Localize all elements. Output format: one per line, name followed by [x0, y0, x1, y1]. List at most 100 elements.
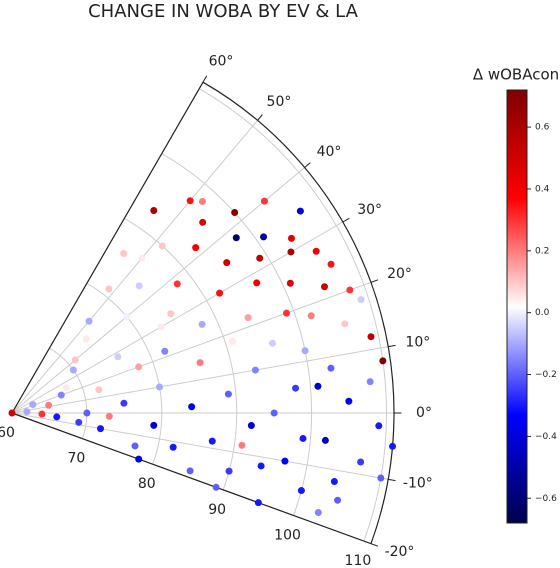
point: [389, 442, 397, 450]
grid-line: [11, 346, 389, 414]
point: [346, 286, 354, 294]
point: [158, 242, 166, 250]
point: [312, 247, 320, 255]
point: [198, 197, 206, 205]
point: [314, 382, 322, 390]
point: [292, 384, 300, 392]
point: [45, 401, 53, 409]
point: [366, 378, 374, 386]
point: [244, 314, 252, 322]
theta-tick-label: 20°: [387, 266, 412, 282]
theta-tick: [370, 543, 379, 547]
point: [260, 197, 268, 205]
theta-tick-label: -10°: [403, 476, 433, 492]
point: [188, 403, 196, 411]
point: [69, 366, 77, 374]
colorbar-tick-label: 0.4: [535, 184, 550, 194]
point: [357, 296, 365, 304]
colorbar-label: Δ wOBAcon: [473, 66, 559, 84]
r-tick-label: 70: [67, 451, 85, 467]
theta-tick-label: 40°: [317, 144, 342, 160]
point: [238, 441, 246, 449]
theta-tick: [388, 478, 396, 482]
point: [123, 313, 131, 321]
point: [286, 279, 294, 287]
colorbar: [506, 89, 528, 524]
point: [260, 233, 268, 241]
point: [268, 339, 276, 347]
point: [330, 478, 338, 486]
colorbar-tick-label: 0.6: [535, 123, 550, 133]
point: [321, 283, 329, 291]
point: [377, 474, 385, 482]
point: [345, 397, 353, 405]
point: [83, 409, 91, 417]
point: [287, 234, 295, 242]
theta-tick-label: 50°: [267, 94, 292, 110]
point: [229, 337, 237, 345]
point: [53, 413, 61, 421]
grid-line: [11, 221, 344, 414]
point: [186, 197, 194, 205]
point: [307, 312, 315, 320]
point: [198, 320, 206, 328]
point: [283, 309, 291, 317]
point: [135, 455, 143, 463]
theta-tick-label: -20°: [385, 544, 415, 560]
point: [327, 260, 335, 268]
r-tick-label: 100: [274, 527, 301, 543]
point: [95, 386, 103, 394]
point: [105, 412, 113, 420]
point: [131, 442, 139, 450]
point: [75, 418, 83, 426]
point: [150, 421, 158, 429]
point: [85, 317, 93, 325]
point: [334, 496, 342, 504]
point: [254, 499, 262, 507]
point: [186, 467, 194, 475]
point: [23, 408, 31, 416]
theta-tick: [202, 75, 208, 83]
point: [114, 353, 122, 361]
point: [287, 248, 295, 256]
point: [120, 399, 128, 407]
point: [224, 390, 232, 398]
theta-tick-label: 60°: [209, 53, 234, 69]
grid-line: [11, 167, 305, 414]
theta-tick-label: 0°: [416, 405, 432, 421]
point: [8, 409, 16, 417]
point: [321, 436, 329, 444]
point: [157, 323, 165, 331]
point: [327, 364, 335, 372]
point: [357, 458, 365, 466]
point: [196, 359, 204, 367]
point: [231, 209, 239, 217]
point: [167, 310, 175, 318]
point: [281, 457, 289, 465]
point: [225, 467, 233, 475]
point: [232, 234, 240, 242]
grid-line: [11, 412, 389, 480]
point: [375, 422, 383, 430]
point: [251, 366, 259, 374]
point: [135, 282, 143, 290]
point: [270, 409, 278, 417]
point: [82, 335, 90, 343]
point: [192, 244, 200, 252]
point: [299, 434, 307, 442]
point: [169, 443, 177, 451]
colorbar-tick-label: −0.2: [535, 370, 557, 380]
point: [156, 383, 164, 391]
r-tick-label: 80: [138, 476, 156, 492]
theta-tick: [388, 344, 396, 348]
point: [38, 410, 46, 418]
polar-frame: [11, 81, 395, 545]
point: [301, 347, 309, 355]
point: [257, 462, 265, 470]
point: [97, 425, 105, 433]
colorbar-tick-label: 0.0: [535, 308, 550, 318]
point: [138, 254, 146, 262]
point: [161, 347, 169, 355]
point: [212, 483, 220, 491]
